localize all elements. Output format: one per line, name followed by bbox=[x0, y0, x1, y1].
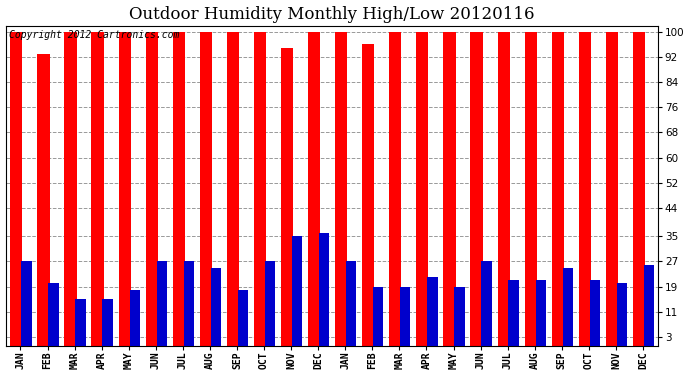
Bar bbox=[617, 284, 627, 346]
Bar bbox=[292, 236, 302, 346]
Bar bbox=[427, 277, 437, 346]
Bar bbox=[590, 280, 600, 346]
Text: Copyright 2012 Cartronics.com: Copyright 2012 Cartronics.com bbox=[9, 30, 179, 40]
Bar bbox=[265, 261, 275, 346]
Bar bbox=[551, 32, 564, 346]
Bar bbox=[92, 32, 104, 346]
Bar bbox=[102, 299, 112, 346]
Bar bbox=[416, 32, 428, 346]
Bar bbox=[471, 32, 482, 346]
Bar bbox=[130, 290, 140, 346]
Bar bbox=[644, 264, 654, 346]
Bar bbox=[238, 290, 248, 346]
Bar bbox=[37, 54, 50, 346]
Bar bbox=[10, 32, 23, 346]
Bar bbox=[497, 32, 510, 346]
Bar bbox=[184, 261, 194, 346]
Bar bbox=[21, 261, 32, 346]
Bar bbox=[281, 48, 293, 346]
Bar bbox=[200, 32, 212, 346]
Bar bbox=[606, 32, 618, 346]
Bar bbox=[389, 32, 402, 346]
Bar bbox=[579, 32, 591, 346]
Bar bbox=[308, 32, 320, 346]
Bar bbox=[562, 268, 573, 346]
Bar bbox=[454, 286, 464, 346]
Bar bbox=[119, 32, 130, 346]
Bar bbox=[509, 280, 519, 346]
Bar bbox=[48, 284, 59, 346]
Bar bbox=[346, 261, 356, 346]
Bar bbox=[482, 261, 492, 346]
Bar bbox=[254, 32, 266, 346]
Bar bbox=[535, 280, 546, 346]
Bar bbox=[146, 32, 158, 346]
Bar bbox=[227, 32, 239, 346]
Bar bbox=[210, 268, 221, 346]
Bar bbox=[64, 32, 77, 346]
Bar bbox=[444, 32, 455, 346]
Title: Outdoor Humidity Monthly High/Low 20120116: Outdoor Humidity Monthly High/Low 201201… bbox=[129, 6, 535, 22]
Bar bbox=[172, 32, 185, 346]
Bar bbox=[362, 44, 375, 346]
Bar bbox=[400, 286, 411, 346]
Bar bbox=[75, 299, 86, 346]
Bar bbox=[319, 233, 329, 346]
Bar bbox=[157, 261, 167, 346]
Bar bbox=[335, 32, 347, 346]
Bar bbox=[373, 286, 384, 346]
Bar bbox=[524, 32, 537, 346]
Bar bbox=[633, 32, 645, 346]
